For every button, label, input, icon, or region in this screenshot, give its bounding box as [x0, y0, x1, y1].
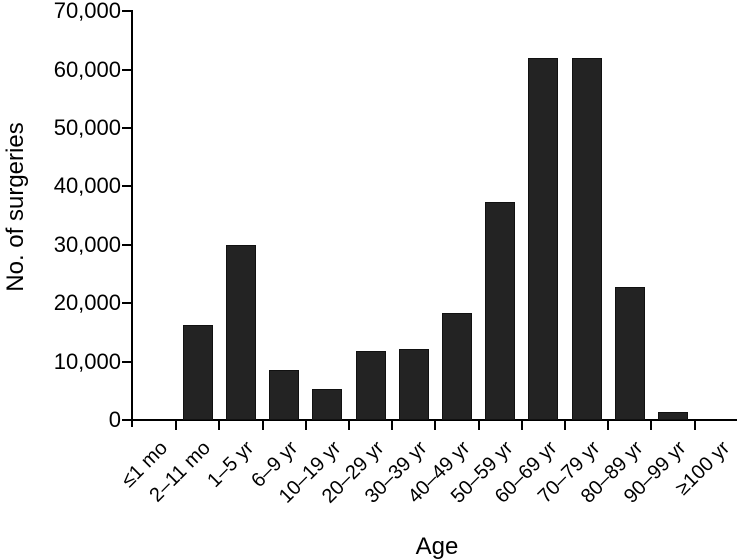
bar-1-5-yr [226, 245, 256, 420]
x-tick-mark [391, 421, 394, 430]
y-tick-label: 40,000 [53, 173, 121, 199]
bar-30-39-yr [398, 348, 429, 420]
y-tick-mark [122, 127, 131, 129]
y-tick-label: 60,000 [53, 56, 121, 82]
y-axis-title: No. of surgeries [2, 122, 29, 292]
y-tick-label: 10,000 [53, 348, 121, 374]
y-tick-label: 50,000 [53, 115, 121, 140]
bar-70-79-yr [571, 57, 602, 420]
x-tick-label-1-5-yr: 1–5 yr [203, 437, 259, 492]
y-axis-line [131, 10, 133, 427]
x-axis-line [131, 419, 737, 421]
x-tick-mark [261, 421, 264, 430]
y-tick-mark [122, 10, 131, 13]
y-tick-mark [122, 302, 131, 305]
x-tick-mark [434, 421, 437, 430]
bar-90-99-yr [658, 411, 688, 420]
y-tick-mark [122, 185, 131, 188]
x-tick-mark [650, 421, 653, 430]
bar-20-29-yr [355, 350, 386, 420]
x-tick-mark [693, 421, 696, 430]
y-tick-mark [122, 419, 131, 421]
x-tick-mark [348, 421, 350, 430]
x-tick-mark [304, 421, 307, 430]
y-tick-label: 0 [108, 407, 121, 432]
y-tick-label: 30,000 [53, 231, 121, 257]
x-axis-title: Age [415, 533, 459, 559]
bar-2-11-mo [182, 324, 213, 420]
y-tick-mark [122, 243, 131, 246]
bar-10-19-yr [312, 389, 343, 420]
y-tick-label: 20,000 [53, 290, 121, 316]
bar-40-49-yr [442, 312, 472, 420]
x-tick-mark [564, 421, 566, 430]
x-tick-mark [218, 421, 221, 430]
x-tick-mark [520, 421, 523, 430]
x-tick-mark [607, 421, 610, 430]
x-tick-mark [175, 421, 178, 430]
y-tick-mark [122, 360, 131, 363]
bar-6-9-yr [269, 369, 300, 420]
bar-50-59-yr [485, 202, 516, 420]
bar-60-69-yr [528, 57, 559, 420]
y-tick-mark [122, 68, 131, 71]
x-tick-mark [477, 421, 480, 430]
bar-80-89-yr [614, 286, 645, 420]
y-tick-label: 70,000 [53, 0, 121, 24]
